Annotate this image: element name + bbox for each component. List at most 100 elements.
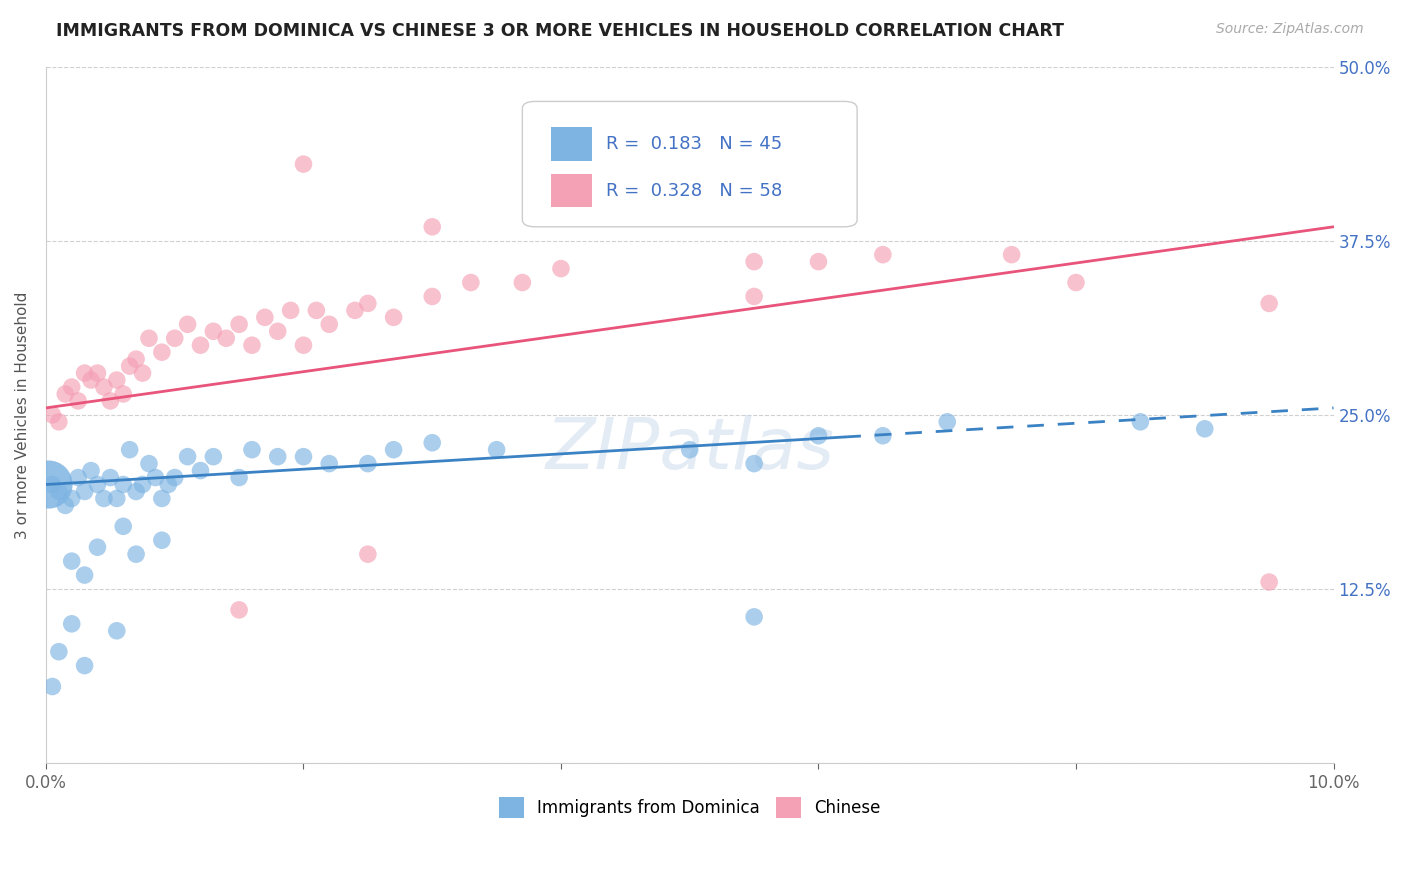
Point bbox=[318, 318, 340, 332]
Point bbox=[48, 645, 70, 659]
Point bbox=[93, 380, 115, 394]
Point bbox=[228, 603, 250, 617]
Point bbox=[73, 484, 96, 499]
Point bbox=[1194, 422, 1216, 436]
Point bbox=[112, 477, 135, 491]
Point bbox=[280, 303, 302, 318]
Text: IMMIGRANTS FROM DOMINICA VS CHINESE 3 OR MORE VEHICLES IN HOUSEHOLD CORRELATION : IMMIGRANTS FROM DOMINICA VS CHINESE 3 OR… bbox=[56, 22, 1064, 40]
Text: Source: ZipAtlas.com: Source: ZipAtlas.com bbox=[1216, 22, 1364, 37]
Point bbox=[131, 366, 153, 380]
Point bbox=[1258, 575, 1281, 590]
Point bbox=[48, 484, 70, 499]
Point bbox=[60, 554, 83, 568]
Point bbox=[86, 540, 108, 554]
Point bbox=[202, 324, 225, 338]
Point bbox=[125, 547, 148, 561]
Text: R =  0.328   N = 58: R = 0.328 N = 58 bbox=[606, 182, 782, 200]
Point bbox=[343, 303, 366, 318]
Point bbox=[60, 616, 83, 631]
Point bbox=[73, 568, 96, 582]
Point bbox=[318, 457, 340, 471]
Point bbox=[150, 491, 173, 506]
Point bbox=[86, 366, 108, 380]
Point bbox=[176, 318, 198, 332]
Point bbox=[872, 247, 894, 261]
Point bbox=[485, 442, 508, 457]
Point bbox=[679, 442, 702, 457]
Point bbox=[420, 435, 443, 450]
Point bbox=[357, 457, 380, 471]
Point bbox=[267, 450, 290, 464]
Point bbox=[267, 324, 290, 338]
Point bbox=[93, 491, 115, 506]
Point bbox=[1129, 415, 1152, 429]
Point bbox=[292, 157, 315, 171]
Text: ZIPatlas: ZIPatlas bbox=[546, 415, 834, 484]
Point bbox=[150, 345, 173, 359]
Point bbox=[157, 477, 180, 491]
Point bbox=[125, 484, 148, 499]
Point bbox=[807, 429, 830, 443]
Point bbox=[872, 429, 894, 443]
Text: R =  0.183   N = 45: R = 0.183 N = 45 bbox=[606, 135, 782, 153]
Point bbox=[41, 477, 63, 491]
Point bbox=[305, 303, 328, 318]
FancyBboxPatch shape bbox=[523, 102, 858, 227]
Point bbox=[190, 338, 212, 352]
Point bbox=[742, 457, 765, 471]
Point bbox=[53, 499, 76, 513]
Point bbox=[125, 352, 148, 367]
Point bbox=[131, 477, 153, 491]
Point bbox=[41, 408, 63, 422]
Point bbox=[60, 491, 83, 506]
Point bbox=[73, 658, 96, 673]
Point bbox=[190, 464, 212, 478]
Point bbox=[138, 331, 160, 345]
Point bbox=[292, 450, 315, 464]
Point bbox=[98, 393, 121, 408]
Point bbox=[1064, 276, 1087, 290]
Point bbox=[202, 450, 225, 464]
Point bbox=[145, 470, 167, 484]
Point bbox=[98, 470, 121, 484]
Point bbox=[41, 680, 63, 694]
Point bbox=[1001, 247, 1024, 261]
Point bbox=[460, 276, 482, 290]
Point bbox=[228, 318, 250, 332]
Point bbox=[105, 373, 128, 387]
FancyBboxPatch shape bbox=[551, 128, 592, 161]
Y-axis label: 3 or more Vehicles in Household: 3 or more Vehicles in Household bbox=[15, 291, 30, 539]
Point bbox=[67, 393, 90, 408]
Point bbox=[240, 442, 263, 457]
Point bbox=[53, 387, 76, 401]
Point bbox=[112, 387, 135, 401]
Point bbox=[292, 338, 315, 352]
Point bbox=[228, 470, 250, 484]
Point bbox=[357, 547, 380, 561]
Point bbox=[382, 310, 405, 325]
Point bbox=[105, 491, 128, 506]
Point bbox=[512, 276, 534, 290]
Point bbox=[176, 450, 198, 464]
Point bbox=[105, 624, 128, 638]
Point bbox=[420, 219, 443, 234]
Point bbox=[86, 477, 108, 491]
Point bbox=[48, 415, 70, 429]
Point bbox=[163, 331, 186, 345]
Point bbox=[80, 464, 103, 478]
Point bbox=[742, 289, 765, 303]
Point bbox=[60, 380, 83, 394]
Point bbox=[215, 331, 238, 345]
Point bbox=[420, 289, 443, 303]
Point bbox=[550, 261, 572, 276]
Point bbox=[112, 519, 135, 533]
Point bbox=[357, 296, 380, 310]
Point bbox=[742, 254, 765, 268]
Point bbox=[1258, 296, 1281, 310]
Point bbox=[807, 254, 830, 268]
Point bbox=[253, 310, 276, 325]
Point bbox=[936, 415, 959, 429]
Point bbox=[73, 366, 96, 380]
Point bbox=[38, 477, 60, 491]
FancyBboxPatch shape bbox=[551, 174, 592, 207]
